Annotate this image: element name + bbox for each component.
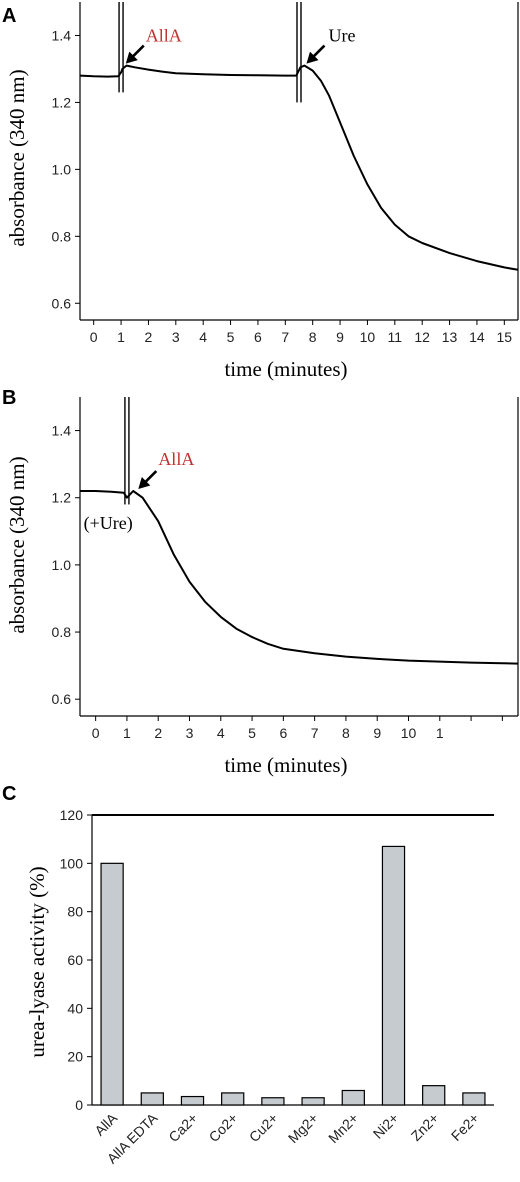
x-tick-label-b: 1 (436, 725, 444, 741)
bar-ni2 (381, 845, 406, 1106)
y-tick-label-b: 1.4 (52, 423, 72, 439)
x-tick-label-b: 6 (279, 725, 287, 741)
y-tick-label-a: 1.4 (52, 27, 72, 43)
x-tick-label-a: 12 (414, 329, 430, 345)
x-tick-label-a: 14 (469, 329, 485, 345)
x-tick-label-c: Mn2+ (325, 1110, 361, 1146)
bar-co2 (221, 1092, 245, 1106)
y-tick-label-c: 100 (60, 855, 84, 871)
annotation-arrowhead-a (125, 51, 138, 64)
y-axis-title-c: urea-lyase activity (%) (25, 866, 49, 1057)
y-axis-title-b: absorbance (340 nm) (5, 456, 29, 633)
x-tick-label-c: Zn2+ (408, 1110, 442, 1144)
annotation-label-b: AllA (158, 449, 194, 469)
x-tick-label-a: 11 (388, 329, 403, 345)
x-tick-label-a: 2 (145, 329, 153, 345)
x-tick-label-a: 15 (497, 329, 513, 345)
y-tick-label-c: 80 (67, 904, 83, 920)
bar-fe2 (462, 1092, 486, 1106)
x-tick-label-c: Ni2+ (370, 1110, 402, 1142)
annotation-arrowhead-b (138, 477, 151, 489)
x-tick-label-a: 4 (199, 329, 207, 345)
annotation-label-a: Ure (328, 26, 355, 46)
x-tick-label-a: 6 (254, 329, 262, 345)
x-tick-label-a: 9 (336, 329, 344, 345)
panel-letter-b: B (2, 387, 16, 409)
x-tick-label-a: 0 (90, 329, 98, 345)
panel-letter-a: A (2, 5, 16, 27)
y-tick-label-b: 1.2 (52, 490, 72, 506)
panel-b-ylabel: absorbance (340 nm) (5, 456, 29, 633)
y-tick-label-b: 0.6 (52, 691, 72, 707)
x-tick-label-b: 10 (401, 725, 417, 741)
x-tick-label-c: Cu2+ (246, 1110, 281, 1145)
x-tick-label-a: 3 (172, 329, 180, 345)
x-tick-label-b: 1 (123, 725, 131, 741)
bar-mg2 (301, 1097, 325, 1106)
annotation-label-b: (+Ure) (84, 513, 133, 534)
x-tick-label-a: 8 (309, 329, 317, 345)
y-tick-label-b: 0.8 (52, 624, 72, 640)
x-tick-label-b: 2 (154, 725, 162, 741)
x-tick-label-b: 3 (186, 725, 194, 741)
bar-mn2 (341, 1089, 365, 1106)
x-tick-label-c: Ca2+ (165, 1110, 200, 1145)
x-tick-label-a: 5 (227, 329, 235, 345)
x-tick-label-c: Mg2+ (285, 1110, 321, 1146)
y-tick-label-c: 20 (67, 1049, 83, 1065)
y-tick-label-a: 1.0 (52, 161, 72, 177)
plot-area-b: 0.6 0.8 1.0 1.2 1.4 0 1 2 3 4 5 6 7 8 9 10 1 AllA (+Ure) (52, 397, 519, 741)
x-tick-label-a: 1 (117, 329, 125, 345)
x-tick-label-b: 5 (248, 725, 256, 741)
plot-area-a: 0.60.81.01.21.40 1 2 3 4 5 6 7 8 9 10 11 12 13 14 15All… (52, 2, 519, 345)
panel-c-ylabel: urea-lyase activity (%) (25, 866, 49, 1057)
x-tick-label-a: 7 (281, 329, 289, 345)
x-tick-label-a: 13 (442, 329, 458, 345)
x-tick-label-b: 9 (373, 725, 381, 741)
y-tick-label-a: 0.6 (52, 295, 72, 311)
x-tick-label-c: AllA (91, 1109, 120, 1138)
panel-a-ylabel: absorbance (340 nm) (5, 69, 29, 246)
annotation-arrowhead-a (306, 51, 319, 64)
annotation-label-a: AllA (146, 26, 182, 46)
bar-alla (100, 862, 124, 1106)
x-axis-title-b: time (minutes) (224, 753, 347, 777)
panel-letter-c: C (2, 783, 16, 805)
x-tick-label-c: Co2+ (206, 1110, 241, 1145)
y-tick-label-c: 40 (67, 1000, 83, 1016)
x-tick-label-c: Fe2+ (448, 1110, 482, 1144)
y-axis-title-a: absorbance (340 nm) (5, 69, 29, 246)
x-tick-label-b: 4 (217, 725, 225, 741)
bar-alla-edta (140, 1092, 164, 1106)
y-tick-label-c: 0 (75, 1097, 83, 1113)
bar-cu2 (261, 1097, 285, 1106)
y-tick-label-a: 1.2 (52, 94, 72, 110)
x-axis-title-a: time (minutes) (224, 357, 347, 381)
x-tick-label-b: 7 (311, 725, 319, 741)
x-tick-label-b: 8 (342, 725, 350, 741)
y-tick-label-b: 1.0 (52, 557, 72, 573)
y-tick-label-c: 60 (67, 952, 83, 968)
y-tick-label-c: 120 (60, 807, 84, 823)
panel-c: C urea-lyase activity (%) 0 20 40 60 80 100 12… (2, 783, 494, 1167)
x-tick-label-a: 10 (360, 329, 376, 345)
series-line-a (80, 64, 518, 271)
y-tick-label-a: 0.8 (52, 228, 72, 244)
bar-ca2 (180, 1095, 205, 1106)
panel-a: A absorbance (340 nm) time (minutes) 0.6… (2, 2, 519, 381)
x-tick-label-b: 0 (92, 725, 100, 741)
panel-b: B absorbance (340 nm) time (minutes) 0.6… (2, 387, 519, 777)
series-line-b (80, 490, 518, 665)
bar-zn2 (422, 1085, 446, 1106)
